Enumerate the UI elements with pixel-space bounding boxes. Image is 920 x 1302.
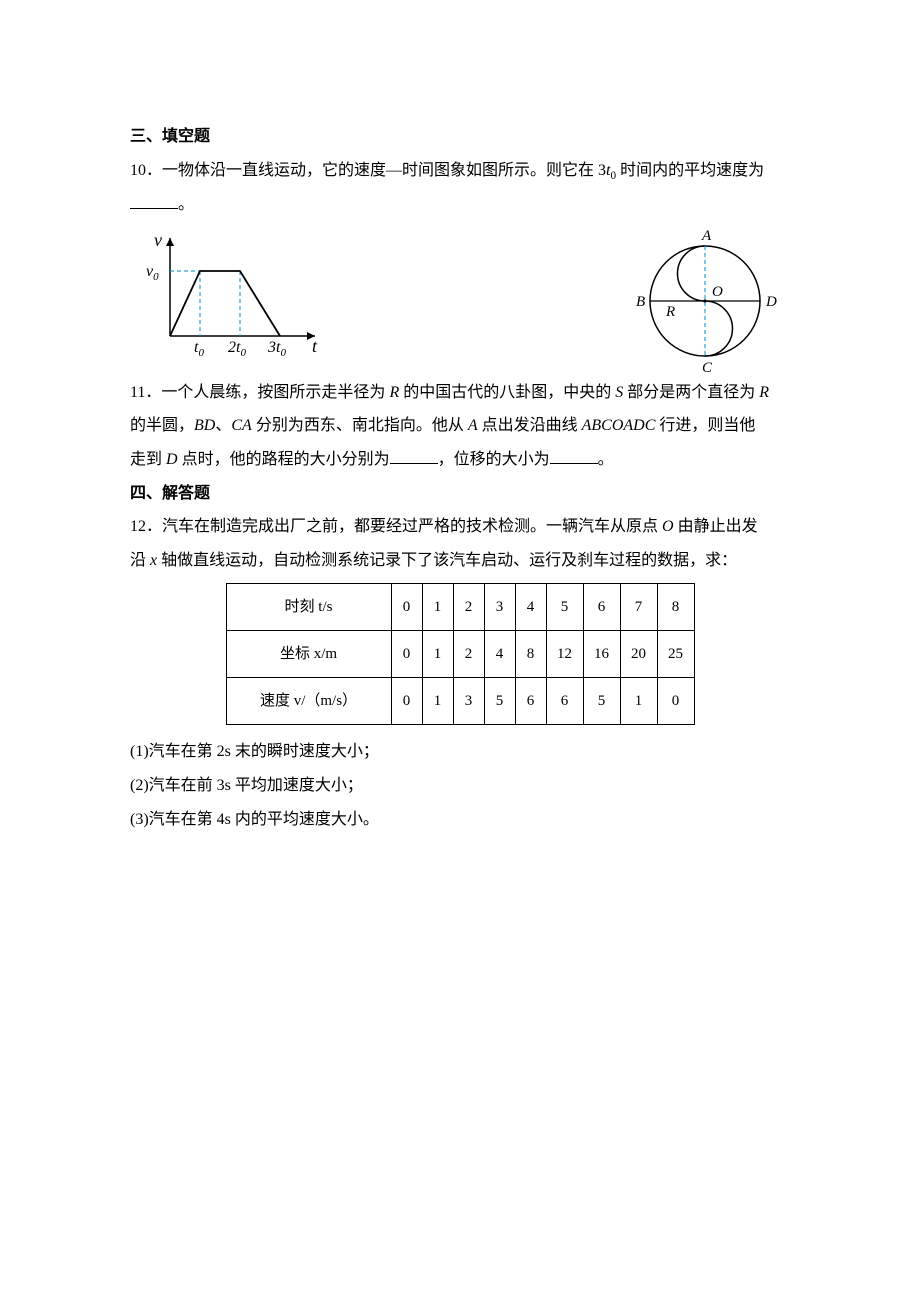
table-cell: 6 (515, 678, 546, 725)
q11-D: D (166, 451, 178, 468)
table-cell: 20 (620, 631, 657, 678)
q11-sep1: 、 (215, 417, 231, 434)
q11-path: ABCOADC (582, 417, 656, 434)
q10-blank (130, 192, 178, 209)
q11-l2b: 分别为西东、南北指向。他从 (252, 417, 468, 434)
vt-ylabel: v (154, 230, 162, 250)
table-cell: 0 (391, 678, 422, 725)
q11-l3a: 走到 (130, 451, 166, 468)
bagua-label-R: R (665, 304, 675, 320)
q12-line2: 沿 x 轴做直线运动，自动检测系统记录下了该汽车启动、运行及刹车过程的数据，求： (130, 544, 790, 578)
table-cell: 5 (546, 584, 583, 631)
table-cell: 3 (453, 678, 484, 725)
q10-blank-line: 。 (130, 188, 790, 222)
q12-l2a: 沿 (130, 552, 150, 569)
q12-table: 时刻 t/s012345678坐标 x/m0124812162025速度 v/（… (226, 583, 695, 725)
table-cell: 4 (484, 631, 515, 678)
bagua-label-O: O (712, 284, 723, 300)
table-cell: 3 (484, 584, 515, 631)
q12-O: O (662, 518, 674, 535)
q11-blank1 (390, 447, 438, 464)
bagua-diagram: A B C D O R (620, 226, 790, 376)
q12-line1: 12．汽车在制造完成出厂之前，都要经过严格的技术检测。一辆汽车从原点 O 由静止… (130, 510, 790, 544)
vt-xlabel: t (312, 336, 318, 356)
vt-ytick: v0 (146, 263, 159, 283)
q12-sub2: (2)汽车在前 3s 平均加速度大小； (130, 769, 790, 803)
q10-number: 10． (130, 162, 162, 179)
q11-l1b: 的中国古代的八卦图，中央的 (399, 384, 615, 401)
section-heading-solve: 四、解答题 (130, 477, 790, 511)
vt-graph: v v0 t0 2t0 3t0 t (130, 226, 330, 356)
table-cell: 8 (657, 584, 694, 631)
table-cell: 4 (515, 584, 546, 631)
q12-l1a: 汽车在制造完成出厂之前，都要经过严格的技术检测。一辆汽车从原点 (162, 518, 662, 535)
table-cell: 6 (546, 678, 583, 725)
vt-xtick-2: 2t0 (228, 339, 246, 356)
q11-line1: 11．一个人晨练，按图所示走半径为 R 的中国古代的八卦图，中央的 S 部分是两… (130, 376, 790, 410)
q11-BD: BD (194, 417, 215, 434)
q11-l3b: 点时，他的路程的大小分别为 (178, 451, 390, 468)
table-cell: 1 (422, 584, 453, 631)
q10-text-a: 一物体沿一直线运动，它的速度—时间图象如图所示。则它在 3 (162, 162, 606, 179)
q11-l2a: 的半圆， (130, 417, 194, 434)
table-cell: 1 (422, 678, 453, 725)
table-cell: 0 (657, 678, 694, 725)
table-row-header: 速度 v/（m/s） (226, 678, 391, 725)
q11-l3d: 。 (598, 451, 614, 468)
table-cell: 5 (583, 678, 620, 725)
table-cell: 1 (620, 678, 657, 725)
bagua-label-A: A (701, 228, 712, 244)
bagua-label-B: B (636, 294, 645, 310)
q12-sub3: (3)汽车在第 4s 内的平均速度大小。 (130, 803, 790, 837)
q10-text-b: 时间内的平均速度为 (616, 162, 764, 179)
table-cell: 1 (422, 631, 453, 678)
q12-l2b: 轴做直线运动，自动检测系统记录下了该汽车启动、运行及刹车过程的数据，求： (157, 552, 737, 569)
q11-R2: R (759, 384, 769, 401)
bagua-label-C: C (702, 360, 713, 376)
q11-line3: 走到 D 点时，他的路程的大小分别为 ，位移的大小为 。 (130, 443, 790, 477)
q11-R1: R (389, 384, 399, 401)
q11-l1c: 部分是两个直径为 (623, 384, 759, 401)
section-heading-fill: 三、填空题 (130, 120, 790, 154)
q11-A: A (468, 417, 478, 434)
table-cell: 6 (583, 584, 620, 631)
q11-CA: CA (231, 417, 251, 434)
table-cell: 7 (620, 584, 657, 631)
table-cell: 25 (657, 631, 694, 678)
q11-l3c: ，位移的大小为 (438, 451, 550, 468)
table-cell: 16 (583, 631, 620, 678)
q10-stem: 10．一物体沿一直线运动，它的速度—时间图象如图所示。则它在 3t0 时间内的平… (130, 154, 790, 189)
q11-line2: 的半圆，BD、CA 分别为西东、南北指向。他从 A 点出发沿曲线 ABCOADC… (130, 409, 790, 443)
q12-number: 12． (130, 518, 162, 535)
q11-l2d: 行进，则当他 (655, 417, 755, 434)
table-row-header: 坐标 x/m (226, 631, 391, 678)
q12-l1b: 由静止出发 (674, 518, 758, 535)
table-cell: 2 (453, 584, 484, 631)
q11-l1a: 一个人晨练，按图所示走半径为 (161, 384, 389, 401)
table-row-header: 时刻 t/s (226, 584, 391, 631)
q10-blank-suffix: 。 (178, 196, 194, 213)
figure-row: v v0 t0 2t0 3t0 t A B C D O R (130, 226, 790, 376)
vt-xtick-3: 3t0 (267, 339, 286, 356)
table-cell: 0 (391, 631, 422, 678)
table-cell: 5 (484, 678, 515, 725)
table-cell: 0 (391, 584, 422, 631)
q11-blank2 (550, 447, 598, 464)
q11-number: 11． (130, 384, 161, 401)
q11-l2c: 点出发沿曲线 (478, 417, 582, 434)
vt-xtick-1: t0 (194, 339, 204, 356)
bagua-label-D: D (765, 294, 777, 310)
table-cell: 2 (453, 631, 484, 678)
table-cell: 8 (515, 631, 546, 678)
table-cell: 12 (546, 631, 583, 678)
q12-sub1: (1)汽车在第 2s 末的瞬时速度大小； (130, 735, 790, 769)
